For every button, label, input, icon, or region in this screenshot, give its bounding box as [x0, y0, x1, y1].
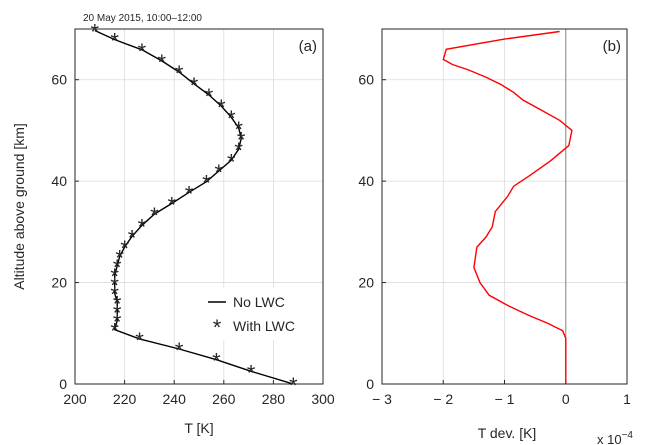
data-point-with-lwc: * — [120, 236, 129, 261]
y-tick-label: 0 — [59, 376, 67, 392]
data-point-with-lwc: * — [110, 273, 119, 298]
data-point-with-lwc: * — [215, 160, 224, 185]
panel-b-x-exponent-multiplier: x 10−4 — [597, 430, 633, 445]
x-tick-label: 260 — [212, 391, 236, 407]
data-point-with-lwc: * — [237, 128, 246, 153]
data-point-with-lwc: * — [113, 291, 122, 316]
data-point-with-lwc: * — [135, 328, 144, 353]
data-point-with-lwc: * — [138, 214, 147, 239]
panel-a-label: (a) — [299, 38, 317, 55]
x-tick-label: − 3 — [372, 391, 392, 407]
legend-box — [203, 288, 320, 340]
data-point-with-lwc: * — [212, 349, 221, 374]
x-tick-label: 220 — [113, 391, 137, 407]
y-tick-label: 20 — [358, 275, 374, 291]
series-line-temperature-deviation — [442, 30, 573, 384]
x-tick-label: 240 — [163, 391, 187, 407]
data-point-with-lwc: * — [175, 61, 184, 86]
panel-a-series: **************** * * * * * * ************* — [91, 20, 298, 398]
data-point-with-lwc: * — [247, 360, 256, 385]
legend-entry-with-lwc: With LWC — [233, 318, 295, 334]
legend-marker-swatch: * — [213, 315, 222, 340]
y-tick-label: 40 — [51, 173, 67, 189]
panel-a-y-axis-label: Altitude above ground [km] — [11, 123, 27, 290]
data-point-with-lwc: * — [110, 319, 119, 344]
data-point-with-lwc: * — [185, 181, 194, 206]
panel-b-plot-frame — [381, 28, 628, 385]
data-point-with-lwc: * — [113, 300, 122, 325]
x-tick-label: − 2 — [433, 391, 453, 407]
data-point-with-lwc: * — [205, 84, 214, 109]
panel-a-grid — [75, 29, 323, 384]
x-tick-label: 0 — [562, 391, 570, 407]
data-point-with-lwc: * — [113, 310, 122, 335]
y-tick-label: 40 — [358, 173, 374, 189]
panel-b-series — [442, 30, 573, 384]
legend-entry-no-lwc: No LWC — [233, 294, 285, 310]
exponent-base: x 10 — [597, 432, 622, 445]
data-point-with-lwc: * — [175, 338, 184, 363]
data-point-with-lwc: * — [110, 282, 119, 307]
exponent-power: −4 — [622, 430, 634, 441]
data-point-with-lwc: * — [202, 171, 211, 196]
data-point-with-lwc: * — [110, 29, 119, 54]
y-tick-label: 20 — [51, 275, 67, 291]
data-point-with-lwc: * — [91, 20, 100, 45]
data-point-with-lwc: * — [115, 246, 124, 271]
data-point-with-lwc: * — [128, 225, 137, 250]
data-point-with-lwc: * — [217, 95, 226, 120]
data-point-with-lwc: * — [190, 73, 199, 98]
x-tick-label: 280 — [262, 391, 286, 407]
y-tick-label: 60 — [51, 72, 67, 88]
data-point-with-lwc: * — [150, 203, 159, 228]
data-point-with-lwc: * — [158, 50, 167, 75]
data-point-with-lwc: * — [138, 39, 147, 64]
x-tick-label: 300 — [311, 391, 335, 407]
panel-b-x-axis-label: T dev. [K] — [478, 425, 537, 441]
panel-a-legend: No LWC * With LWC — [203, 288, 320, 340]
data-point-with-lwc: * — [113, 255, 122, 280]
y-tick-label: 60 — [358, 72, 374, 88]
data-point-with-lwc: * — [234, 138, 243, 163]
data-point-with-lwc: * — [227, 106, 236, 131]
data-point-with-lwc: * — [227, 149, 236, 174]
data-point-with-lwc: * — [110, 264, 119, 289]
x-tick-label: 200 — [63, 391, 87, 407]
y-tick-label: 0 — [366, 376, 374, 392]
x-tick-label: 1 — [623, 391, 631, 407]
data-point-with-lwc: * — [234, 117, 243, 142]
panel-a-title: 20 May 2015, 10:00–12:00 — [83, 13, 202, 24]
data-point-with-lwc: * — [289, 373, 298, 398]
panel-b-label: (b) — [603, 38, 621, 55]
series-line-no-lwc — [94, 29, 294, 385]
panel-a-ticks: 200 220 240 260 280 300 0 20 40 60 — [51, 72, 334, 407]
panel-a-plot-frame — [74, 28, 324, 385]
data-point-with-lwc: * — [167, 192, 176, 217]
x-tick-label: − 1 — [495, 391, 515, 407]
panel-a-x-axis-label: T [K] — [184, 420, 213, 436]
